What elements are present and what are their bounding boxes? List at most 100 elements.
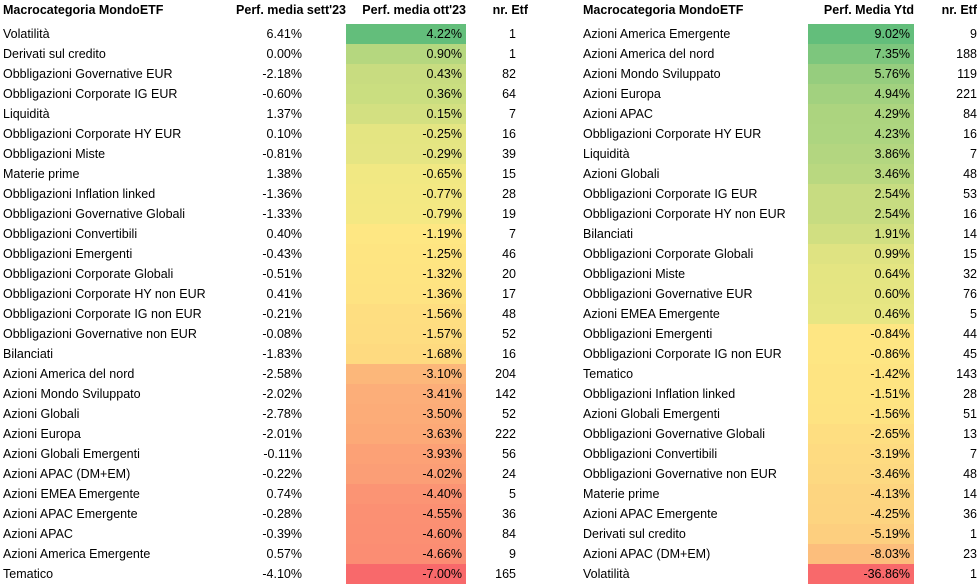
- right-table: Macrocategoria MondoETF Perf. Media Ytd …: [580, 0, 979, 587]
- left-oct-value-cell: -3.93%: [346, 444, 466, 464]
- left-category-cell: Bilanciati: [3, 347, 54, 361]
- right-category-cell: Obbligazioni Emergenti: [583, 327, 713, 341]
- right-category-cell: Azioni Mondo Sviluppato: [583, 67, 721, 81]
- right-count-cell: 188: [956, 47, 977, 61]
- left-sep-value-cell: -4.10%: [262, 567, 302, 581]
- left-sep-value-cell: -2.02%: [262, 387, 302, 401]
- left-count-cell: 9: [509, 547, 516, 561]
- left-category-cell: Azioni APAC Emergente: [3, 507, 138, 521]
- right-table-row: Obbligazioni Miste 0.64% 32: [580, 264, 979, 284]
- right-count-cell: 53: [963, 187, 977, 201]
- left-count-cell: 165: [495, 567, 516, 581]
- left-oct-value-cell: -4.66%: [346, 544, 466, 564]
- left-table-row: Azioni EMEA Emergente 0.74% -4.40% 5: [0, 484, 530, 504]
- right-ytd-value-cell: 2.54%: [808, 204, 914, 224]
- left-sep-value-cell: 0.40%: [266, 227, 302, 241]
- left-oct-value-cell: -1.56%: [346, 304, 466, 324]
- left-sep-value-cell: 0.74%: [266, 487, 302, 501]
- left-oct-value-cell: -1.25%: [346, 244, 466, 264]
- left-category-cell: Obbligazioni Corporate HY non EUR: [3, 287, 206, 301]
- right-table-row: Azioni Mondo Sviluppato 5.76% 119: [580, 64, 979, 84]
- right-category-cell: Obbligazioni Corporate IG EUR: [583, 187, 758, 201]
- left-table-row: Obbligazioni Inflation linked -1.36% -0.77…: [0, 184, 530, 204]
- right-table-row: Obbligazioni Corporate IG non EUR -0.86% 4…: [580, 344, 979, 364]
- right-ytd-value-cell: 0.99%: [808, 244, 914, 264]
- right-ytd-value-cell: -3.19%: [808, 444, 914, 464]
- right-ytd-value-cell: 0.64%: [808, 264, 914, 284]
- left-table-row: Obbligazioni Governative non EUR -0.08% -1…: [0, 324, 530, 344]
- left-count-cell: 48: [502, 307, 516, 321]
- left-table-row: Azioni Mondo Sviluppato -2.02% -3.41% 142: [0, 384, 530, 404]
- left-oct-value-cell: -4.02%: [346, 464, 466, 484]
- right-table-row: Azioni Europa 4.94% 221: [580, 84, 979, 104]
- right-ytd-value-cell: 3.86%: [808, 144, 914, 164]
- right-table-row: Tematico -1.42% 143: [580, 364, 979, 384]
- left-category-cell: Obbligazioni Corporate Globali: [3, 267, 174, 281]
- left-category-cell: Azioni Globali: [3, 407, 80, 421]
- left-sep-value-cell: -0.11%: [263, 447, 302, 461]
- left-count-cell: 222: [495, 427, 516, 441]
- right-table-row: Liquidità 3.86% 7: [580, 144, 979, 164]
- left-table-row: Obbligazioni Convertibili 0.40% -1.19% 7: [0, 224, 530, 244]
- left-count-cell: 7: [509, 107, 516, 121]
- right-category-cell: Obbligazioni Miste: [583, 267, 686, 281]
- right-category-cell: Azioni America del nord: [583, 47, 715, 61]
- left-sep-value-cell: -1.36%: [262, 187, 302, 201]
- left-oct-value-cell: -3.50%: [346, 404, 466, 424]
- right-category-cell: Derivati sul credito: [583, 527, 686, 541]
- right-category-cell: Azioni APAC: [583, 107, 653, 121]
- left-sep-value-cell: -0.28%: [262, 507, 302, 521]
- left-sep-value-cell: -0.60%: [262, 87, 302, 101]
- left-sep-value-cell: 1.38%: [266, 167, 302, 181]
- right-ytd-value-cell: 4.94%: [808, 84, 914, 104]
- right-ytd-value-cell: -1.56%: [808, 404, 914, 424]
- right-table-row: Obbligazioni Inflation linked -1.51% 28: [580, 384, 979, 404]
- left-oct-value-cell: 0.43%: [346, 64, 466, 84]
- right-ytd-value-cell: 0.46%: [808, 304, 914, 324]
- left-sep-value-cell: 0.41%: [266, 287, 302, 301]
- left-count-cell: 19: [502, 207, 516, 221]
- right-table-row: Azioni APAC (DM+EM) -8.03% 23: [580, 544, 979, 564]
- right-table-row: Obbligazioni Convertibili -3.19% 7: [580, 444, 979, 464]
- right-category-cell: Materie prime: [583, 487, 660, 501]
- left-count-cell: 84: [502, 527, 516, 541]
- right-count-cell: 7: [970, 147, 977, 161]
- right-table-row: Volatilità -36.86% 1: [580, 564, 979, 584]
- left-table-row: Azioni America del nord -2.58% -3.10% 204: [0, 364, 530, 384]
- left-sep-value-cell: 6.41%: [266, 27, 302, 41]
- left-oct-value-cell: -4.55%: [346, 504, 466, 524]
- right-count-cell: 44: [963, 327, 977, 341]
- right-count-cell: 48: [963, 467, 977, 481]
- left-oct-value-cell: -0.25%: [346, 124, 466, 144]
- left-table-row: Azioni Europa -2.01% -3.63% 222: [0, 424, 530, 444]
- right-category-cell: Bilanciati: [583, 227, 634, 241]
- left-count-cell: 39: [502, 147, 516, 161]
- left-table-row: Volatilità 6.41% 4.22% 1: [0, 24, 530, 44]
- left-category-cell: Obbligazioni Inflation linked: [3, 187, 156, 201]
- right-category-cell: Azioni America Emergente: [583, 27, 731, 41]
- right-table-row: Derivati sul credito -5.19% 1: [580, 524, 979, 544]
- left-count-cell: 28: [502, 187, 516, 201]
- left-count-cell: 36: [502, 507, 516, 521]
- left-table-row: Obbligazioni Emergenti -0.43% -1.25% 46: [0, 244, 530, 264]
- left-table-row: Obbligazioni Miste -0.81% -0.29% 39: [0, 144, 530, 164]
- right-ytd-value-cell: 2.54%: [808, 184, 914, 204]
- left-oct-value-cell: -4.40%: [346, 484, 466, 504]
- right-table-row: Azioni Globali 3.46% 48: [580, 164, 979, 184]
- right-count-cell: 76: [963, 287, 977, 301]
- left-oct-value-cell: -1.32%: [346, 264, 466, 284]
- right-ytd-value-cell: 5.76%: [808, 64, 914, 84]
- right-count-cell: 28: [963, 387, 977, 401]
- left-table-row: Materie prime 1.38% -0.65% 15: [0, 164, 530, 184]
- right-count-cell: 1: [970, 567, 977, 581]
- left-count-cell: 46: [502, 247, 516, 261]
- left-oct-value-cell: -1.57%: [346, 324, 466, 344]
- right-category-cell: Obbligazioni Corporate Globali: [583, 247, 754, 261]
- right-ytd-value-cell: 0.60%: [808, 284, 914, 304]
- left-count-cell: 7: [509, 227, 516, 241]
- right-count-cell: 84: [963, 107, 977, 121]
- right-header-count: nr. Etf: [941, 3, 977, 17]
- right-ytd-value-cell: -3.46%: [808, 464, 914, 484]
- left-table-row: Obbligazioni Corporate HY EUR 0.10% -0.25%…: [0, 124, 530, 144]
- left-category-cell: Azioni America Emergente: [3, 547, 151, 561]
